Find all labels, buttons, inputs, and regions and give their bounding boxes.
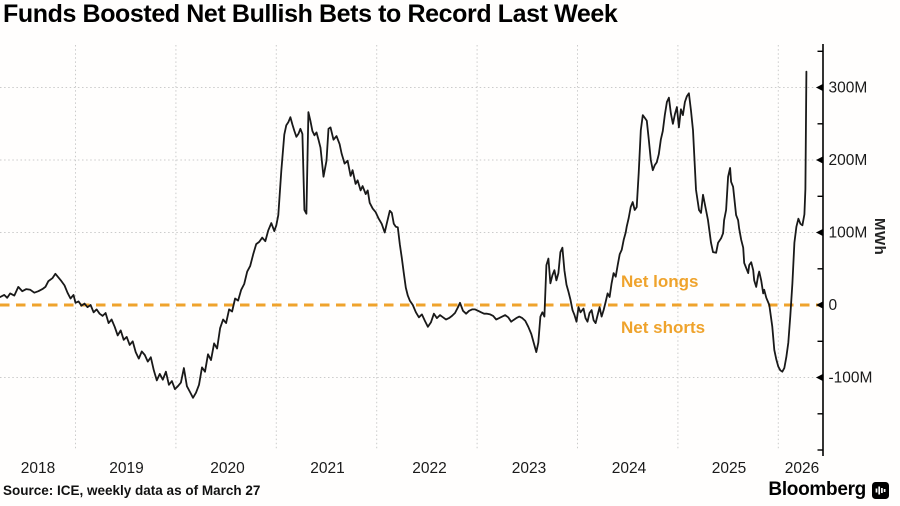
x-axis-label: 2024	[612, 460, 647, 477]
x-axis-label: 2021	[310, 460, 344, 477]
y-axis-label: 100M	[829, 225, 868, 242]
bloomberg-logo: Bloomberg	[768, 479, 889, 501]
x-axis-label: 2022	[412, 460, 446, 477]
y-axis-major-tick	[816, 156, 823, 164]
x-axis-label: 2026	[785, 460, 819, 477]
y-axis-major-tick	[816, 373, 823, 382]
y-axis-major-tick	[816, 228, 823, 237]
x-axis-label: 2018	[21, 460, 55, 477]
annotation-net-longs: Net longs	[621, 272, 699, 291]
bloomberg-wordmark: Bloomberg	[768, 479, 866, 500]
y-axis-unit-label: MWh	[871, 218, 888, 256]
y-axis-label: 200M	[829, 152, 868, 169]
x-axis-label: 2025	[712, 460, 746, 477]
x-axis-label: 2023	[512, 460, 546, 477]
chart-title: Funds Boosted Net Bullish Bets to Record…	[3, 0, 618, 28]
bloomberg-terminal-icon	[872, 481, 889, 499]
x-axis-label: 2019	[109, 460, 143, 477]
y-axis-major-tick	[816, 301, 823, 309]
x-axis-label: 2020	[210, 460, 245, 477]
y-axis-major-tick	[816, 83, 823, 92]
source-note: Source: ICE, weekly data as of March 27	[3, 483, 261, 498]
y-axis-label: -100M	[829, 370, 873, 387]
y-axis-label: 300M	[829, 80, 868, 97]
series-line	[0, 70, 808, 399]
y-axis-label: 0	[829, 297, 838, 314]
annotation-net-shorts: Net shorts	[621, 318, 706, 337]
